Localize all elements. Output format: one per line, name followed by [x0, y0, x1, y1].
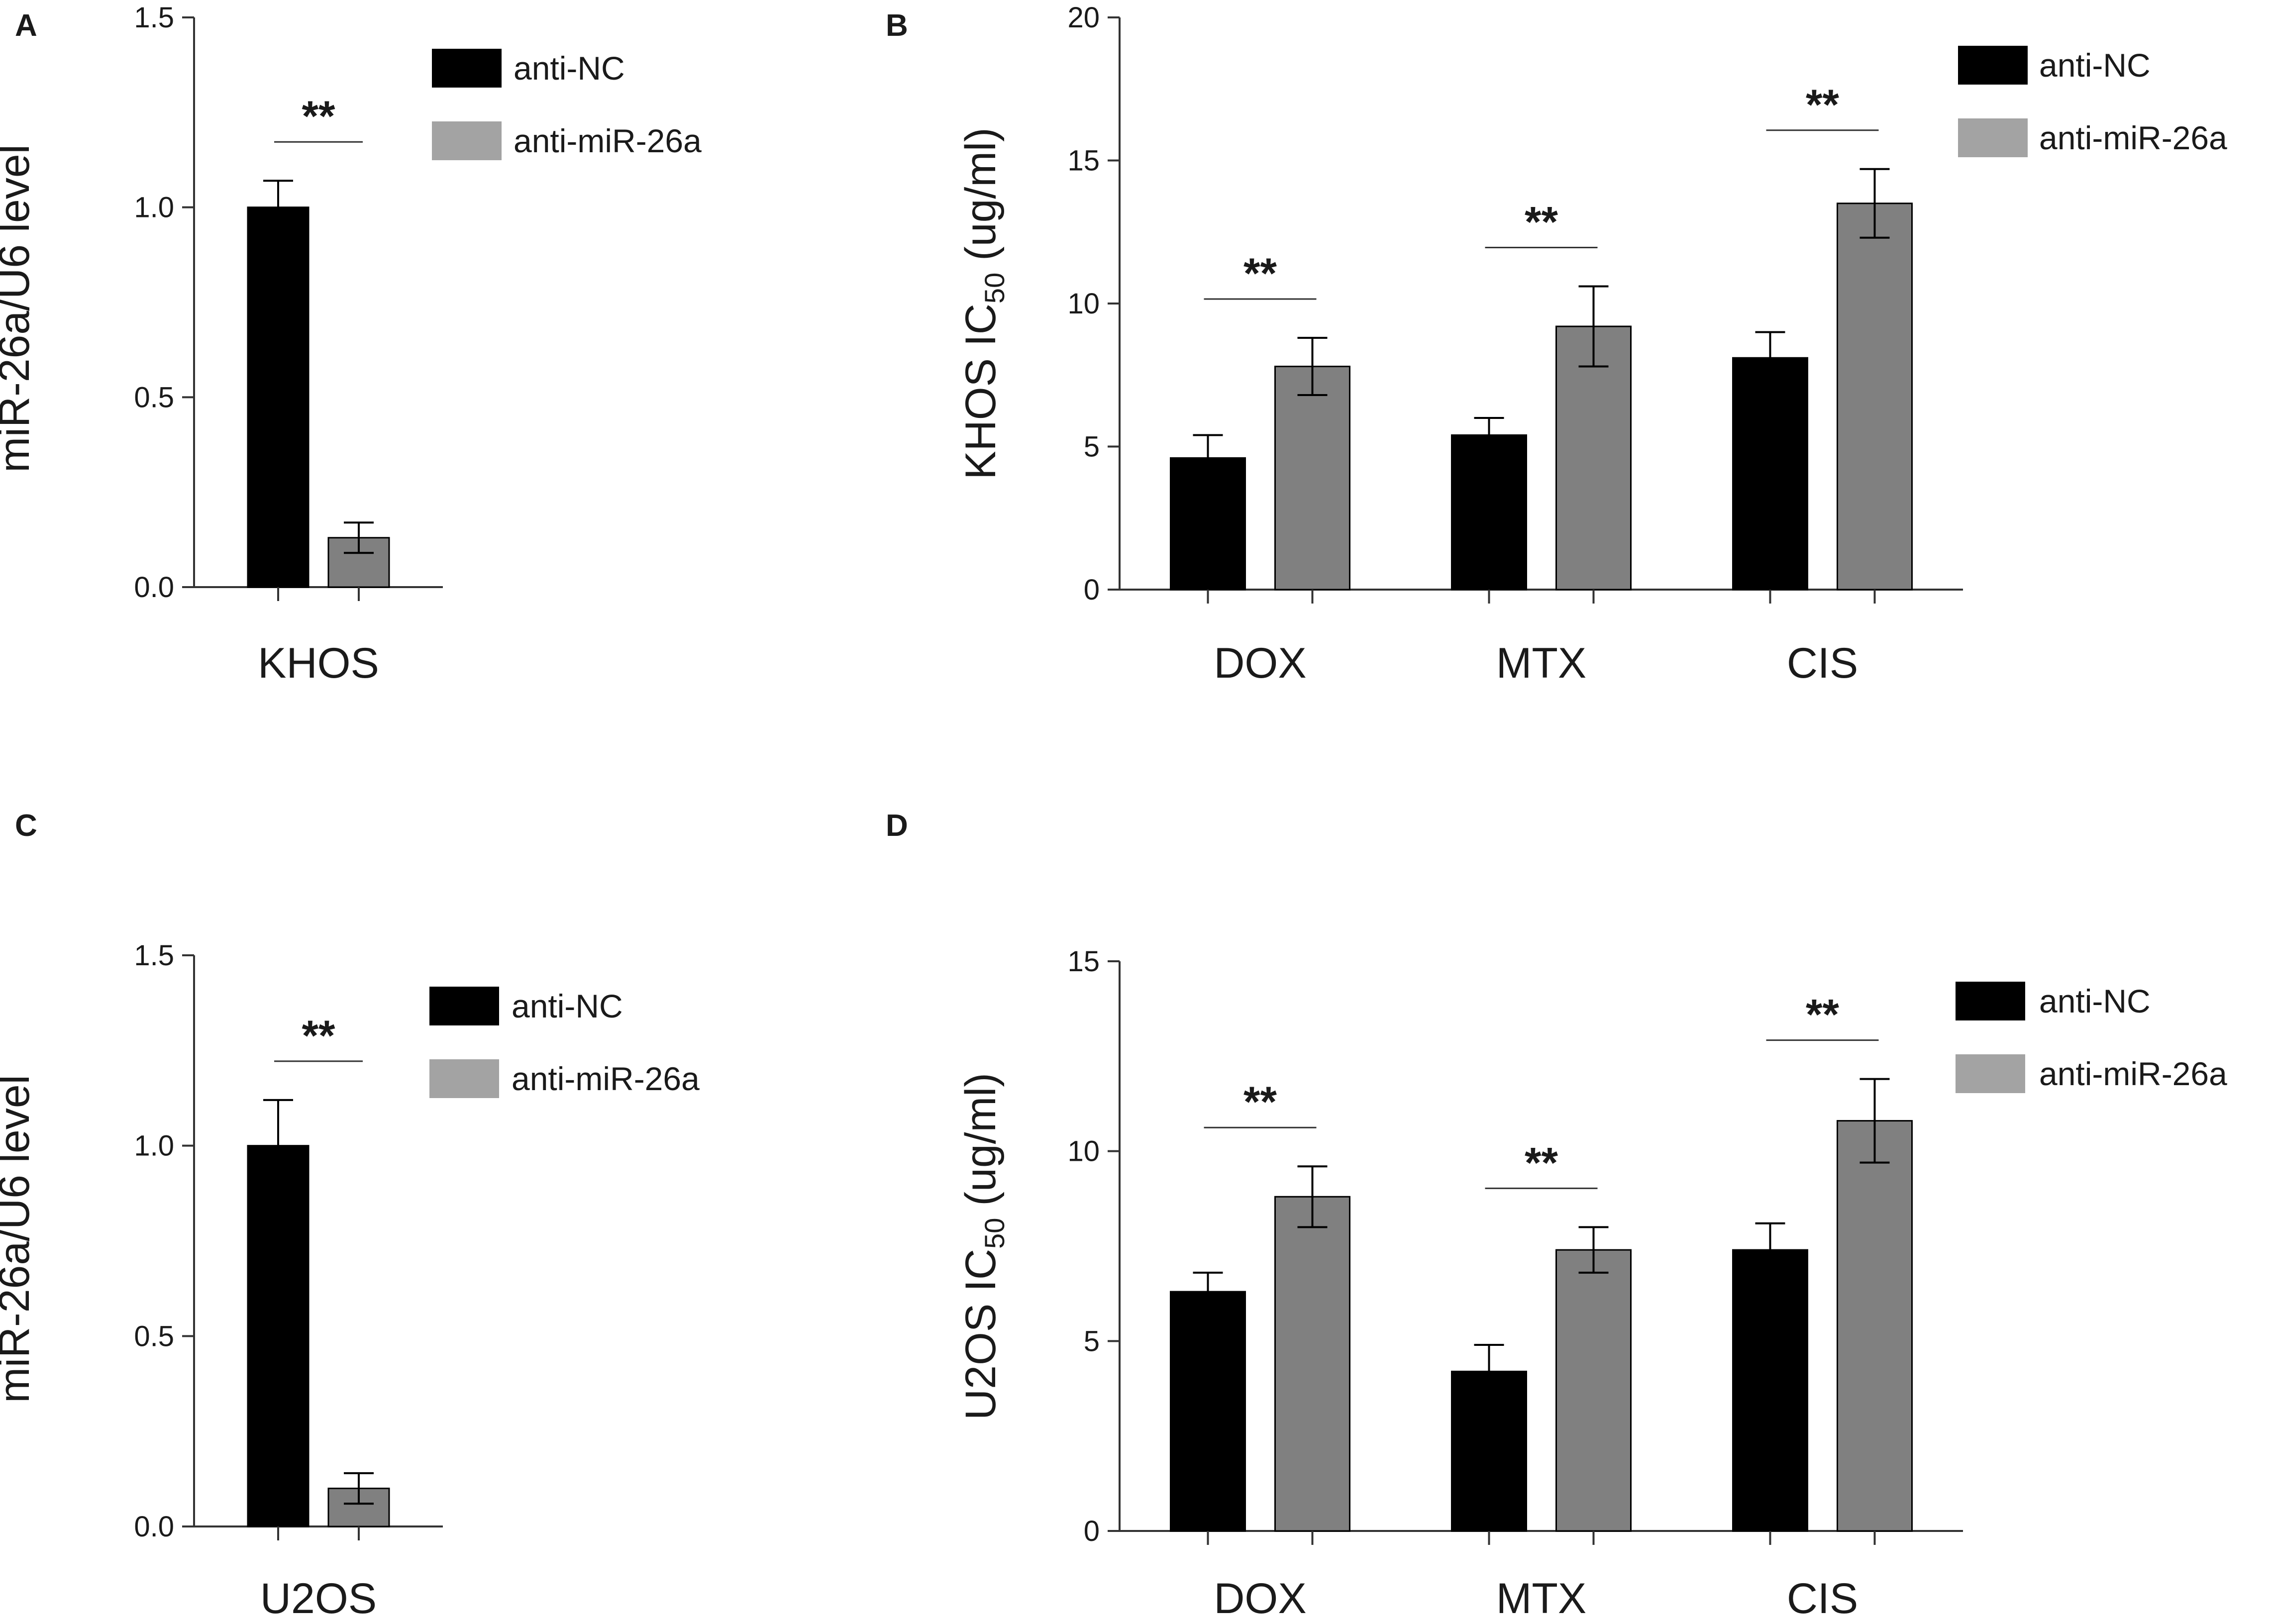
bar-cis-anti-nc — [1732, 1249, 1808, 1532]
y-tick-label: 0.0 — [134, 571, 174, 604]
significance-marker: ** — [1243, 250, 1277, 298]
y-axis-title-subscript: 50 — [979, 273, 1010, 304]
significance-marker: ** — [1525, 199, 1558, 246]
significance-marker: ** — [302, 93, 335, 140]
bar-mtx-anti-nc — [1451, 434, 1527, 591]
bar-mtx-anti-mir-26a — [1555, 1249, 1632, 1532]
y-tick-label: 1.5 — [134, 939, 174, 972]
bar-dox-anti-mir-26a — [1274, 1196, 1350, 1532]
bar-cis-anti-mir-26a — [1837, 203, 1913, 591]
bar-u2os-anti-nc — [247, 1145, 310, 1527]
y-tick-label: 0 — [1084, 1515, 1100, 1547]
y-tick-label: 0.5 — [134, 1320, 174, 1352]
legend-label-anti-nc: anti-NC — [2039, 47, 2151, 84]
significance-marker: ** — [1806, 991, 1839, 1039]
y-axis-title-unit: (ug/ml) — [957, 127, 1005, 272]
significance-marker: ** — [302, 1012, 335, 1060]
y-tick-label: 0.5 — [134, 381, 174, 413]
y-tick-label: 0 — [1084, 574, 1100, 606]
panel-B: B 0 5 10 15 20 KHOS IC50 (ug/ml) DOX ** MTX ** CIS *… — [886, 1, 2227, 687]
bar-khos-anti-nc — [247, 206, 310, 588]
legend-label-anti-nc: anti-NC — [514, 50, 625, 87]
y-tick-label: 10 — [1067, 288, 1100, 320]
legend-swatch-anti-mir-26a — [1956, 1054, 2025, 1093]
legend-swatch-anti-nc — [1956, 982, 2025, 1020]
y-tick-label: 20 — [1067, 1, 1100, 34]
legend: anti-NC anti-miR-26a — [1958, 46, 2227, 157]
category-label-khos: KHOS — [258, 639, 379, 687]
panel-label: C — [15, 809, 37, 843]
y-axis-title-subscript: 50 — [979, 1218, 1010, 1249]
legend-label-anti-nc: anti-NC — [2039, 983, 2151, 1019]
y-tick-label: 1.5 — [134, 1, 174, 34]
bar-mtx-anti-mir-26a — [1555, 325, 1632, 591]
y-tick-label: 0.0 — [134, 1511, 174, 1543]
category-label-mtx: MTX — [1496, 639, 1587, 687]
y-axis-title: miR-26a/U6 level — [0, 144, 38, 473]
bar-cis-anti-nc — [1732, 357, 1808, 591]
legend: anti-NC anti-miR-26a — [1956, 982, 2227, 1093]
category-label-cis: CIS — [1787, 1575, 1858, 1623]
legend-label-anti-mir-26a: anti-miR-26a — [2039, 119, 2227, 156]
category-label-u2os: U2OS — [260, 1575, 377, 1623]
y-tick-label: 1.0 — [134, 1130, 174, 1162]
panel-C: C 0.0 0.5 1.0 1.5 miR-26a/U6 level U2OS ** anti-… — [0, 809, 700, 1623]
panel-label: D — [886, 809, 908, 843]
legend-label-anti-nc: anti-NC — [512, 988, 623, 1024]
legend-swatch-anti-nc — [429, 987, 499, 1025]
legend-swatch-anti-mir-26a — [432, 121, 502, 160]
y-tick-label: 15 — [1067, 945, 1100, 978]
y-tick-label: 1.0 — [134, 192, 174, 224]
category-label-mtx: MTX — [1496, 1575, 1587, 1623]
y-tick-label: 5 — [1084, 431, 1100, 463]
panel-label: B — [886, 8, 908, 43]
legend: anti-NC anti-miR-26a — [432, 49, 702, 160]
significance-marker: ** — [1243, 1078, 1277, 1126]
legend-swatch-anti-nc — [432, 49, 502, 88]
y-tick-label: 15 — [1067, 145, 1100, 177]
significance-marker: ** — [1806, 81, 1839, 129]
y-axis-title: miR-26a/U6 level — [0, 1075, 38, 1403]
bar-dox-anti-nc — [1170, 1291, 1246, 1532]
bar-cis-anti-mir-26a — [1837, 1120, 1913, 1532]
legend-swatch-anti-nc — [1958, 46, 2028, 85]
y-axis-title-main: U2OS IC — [957, 1249, 1005, 1420]
legend: anti-NC anti-miR-26a — [429, 987, 700, 1098]
y-axis-title: U2OS IC50 (ug/ml) — [957, 1073, 1010, 1420]
bar-dox-anti-mir-26a — [1274, 366, 1350, 591]
y-tick-label: 5 — [1084, 1325, 1100, 1357]
panel-label: A — [15, 8, 37, 43]
legend-label-anti-mir-26a: anti-miR-26a — [512, 1060, 700, 1097]
legend-swatch-anti-mir-26a — [429, 1059, 499, 1098]
y-tick-label: 10 — [1067, 1135, 1100, 1168]
legend-swatch-anti-mir-26a — [1958, 118, 2028, 157]
category-label-dox: DOX — [1214, 1575, 1306, 1623]
significance-marker: ** — [1525, 1139, 1558, 1187]
panel-A: A 0.0 0.5 1.0 1.5 miR-26a/U6 level KHOS ** anti-… — [0, 1, 702, 687]
y-axis-title: KHOS IC50 (ug/ml) — [957, 127, 1010, 479]
y-axis-title-unit: (ug/ml) — [957, 1073, 1005, 1218]
category-label-cis: CIS — [1787, 639, 1858, 687]
legend-label-anti-mir-26a: anti-miR-26a — [2039, 1055, 2227, 1092]
y-axis-title-main: KHOS IC — [957, 304, 1005, 480]
category-label-dox: DOX — [1214, 639, 1306, 687]
panel-D: D 0 5 10 15 U2OS IC50 (ug/ml) DOX ** MTX ** CIS ** a… — [886, 809, 2227, 1623]
legend-label-anti-mir-26a: anti-miR-26a — [514, 122, 702, 159]
